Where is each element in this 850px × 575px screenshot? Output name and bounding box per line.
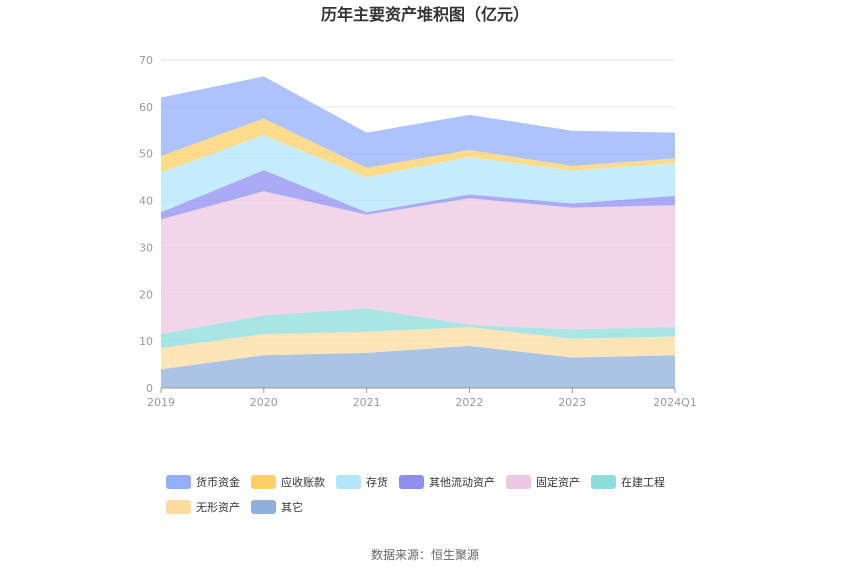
y-tick-label: 60 (139, 101, 153, 114)
legend-label: 其它 (281, 500, 303, 514)
y-tick-label: 70 (139, 54, 153, 67)
y-tick-label: 20 (139, 288, 153, 301)
legend-swatch (251, 475, 276, 489)
legend-label: 在建工程 (621, 475, 665, 489)
legend-swatch (166, 500, 191, 514)
axes: 0 10 20 30 40 50 60 70 2019 2020 2021 2022 2023 2024Q… (139, 54, 697, 409)
legend-swatch (336, 475, 361, 489)
y-tick-label: 30 (139, 241, 153, 254)
area-series (161, 76, 675, 388)
area-其他流动资产 (161, 170, 675, 220)
legend-label: 固定资产 (536, 475, 580, 489)
x-tick-label: 2024Q1 (653, 396, 697, 409)
area-其它 (161, 345, 675, 388)
y-tick-label: 40 (139, 195, 153, 208)
x-tick-label: 2023 (558, 396, 586, 409)
area-在建工程 (161, 308, 675, 349)
y-tick-label: 50 (139, 148, 153, 161)
legend-label: 其他流动资产 (429, 475, 495, 489)
y-tick-label: 10 (139, 335, 153, 348)
area-无形资产 (161, 327, 675, 370)
chart-title: 历年主要资产堆积图（亿元） (321, 5, 529, 24)
legend-label: 无形资产 (196, 500, 240, 514)
x-tick-label: 2019 (147, 396, 175, 409)
area-存货 (161, 134, 675, 213)
legend-swatch (399, 475, 424, 489)
area-应收账款 (161, 118, 675, 178)
legend-swatch (251, 500, 276, 514)
legend-label: 应收账款 (281, 475, 325, 489)
x-tick-label: 2021 (353, 396, 381, 409)
y-tick-label: 0 (146, 382, 153, 395)
legend-label: 货币资金 (196, 475, 240, 489)
x-tick-label: 2020 (250, 396, 278, 409)
legend-label: 存货 (366, 475, 388, 489)
area-货币资金 (161, 76, 675, 168)
area-固定资产 (161, 191, 675, 335)
data-source-note: 数据来源：恒生聚源 (371, 547, 479, 562)
legend-swatch (506, 475, 531, 489)
legend-swatch (591, 475, 616, 489)
legend-swatch (166, 475, 191, 489)
x-tick-label: 2022 (455, 396, 483, 409)
